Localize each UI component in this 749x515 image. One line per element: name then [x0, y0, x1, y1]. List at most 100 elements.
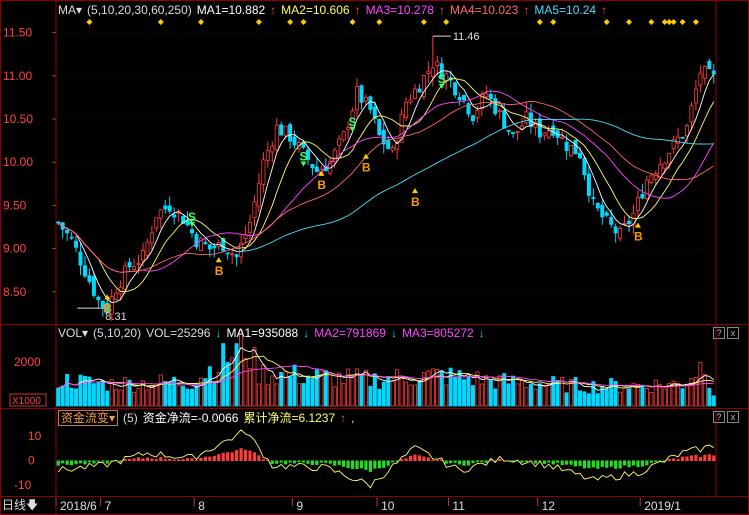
candle-body: [457, 97, 462, 101]
vol-ma1-value: MA1=935088: [226, 326, 299, 340]
candle-body: [74, 240, 79, 248]
candle-body: [91, 276, 96, 296]
volume-bar: [149, 385, 154, 407]
candle-body: [511, 132, 516, 134]
vol-help-button[interactable]: ?: [713, 327, 725, 339]
flow-bar: [301, 460, 306, 463]
vol-close-button[interactable]: x: [727, 327, 739, 339]
volume-bar: [230, 357, 235, 407]
vol-unit-box: [9, 393, 47, 407]
volume-bar: [528, 383, 533, 407]
candle-body: [693, 88, 698, 104]
candle-body: [96, 296, 101, 301]
candle-body: [671, 139, 676, 150]
flow-bar: [217, 454, 221, 461]
time-axis-label: 7: [105, 499, 112, 513]
candle-body: [265, 150, 270, 161]
period-tab-daily[interactable]: 日线🡇: [2, 498, 39, 512]
candle-body: [426, 70, 431, 75]
volume-bar: [399, 375, 404, 407]
volume-bar: [377, 388, 382, 407]
candle-body: [314, 166, 319, 172]
flow-tick-label: 10: [28, 429, 42, 443]
vol-unit-label: X1000: [12, 396, 41, 407]
candle-body: [515, 131, 520, 133]
flow-line: [57, 429, 715, 489]
signal-diamond-icon: [536, 19, 543, 25]
flow-cum-value: 累计净流=6.1237: [243, 411, 336, 425]
flow-bar: [168, 458, 172, 461]
down-arrow-icon: ↓: [215, 326, 222, 340]
candle-body: [702, 65, 707, 79]
volume-bar: [203, 378, 208, 407]
candle-body: [609, 217, 614, 225]
vol-value: VOL=25296: [146, 326, 211, 340]
volume-bar: [60, 385, 65, 407]
fund-flow-legend: 资金流变▾ (5) 资金净流=-0.0066 累计净流=6.1237 ↑ ,: [58, 410, 355, 426]
price-tick-label: 9.00: [3, 242, 27, 256]
flow-bar: [350, 460, 355, 469]
candle-body: [154, 217, 159, 229]
volume-bar: [69, 387, 74, 407]
volume-bar: [609, 378, 614, 407]
flow-bar: [315, 460, 319, 465]
signal-diamond-icon: [349, 19, 356, 25]
volume-bar: [301, 383, 306, 407]
candle-body: [225, 252, 230, 255]
price-tick-label: 11.00: [3, 69, 32, 83]
volume-bar: [631, 382, 636, 407]
volume-bar: [693, 377, 698, 407]
candle-body: [279, 124, 284, 136]
volume-bar: [323, 370, 328, 407]
flow-bar: [417, 455, 422, 461]
candle-body: [190, 229, 195, 234]
candle-body: [582, 157, 587, 176]
candle-body: [65, 229, 70, 234]
ma-indicator-dropdown[interactable]: MA▾: [58, 3, 83, 17]
time-axis-label: 12: [542, 499, 556, 513]
flow-bar: [547, 460, 551, 463]
flow-bar: [556, 460, 560, 463]
flow-bar: [141, 458, 145, 461]
flow-bar: [328, 460, 332, 464]
flow-close-button[interactable]: x: [727, 411, 739, 423]
flow-bar: [119, 460, 123, 463]
candle-body: [586, 173, 591, 196]
vol-ma3-value: MA3=805272: [401, 326, 474, 340]
candle-body: [372, 106, 377, 119]
flow-bar: [676, 459, 680, 461]
candle-body: [475, 110, 480, 118]
volume-bar: [573, 377, 578, 407]
volume-bar: [595, 393, 600, 407]
candle-body: [109, 296, 114, 315]
flow-bar: [101, 460, 105, 462]
volume-bar: [243, 357, 248, 407]
vol-indicator-dropdown[interactable]: VOL▾: [58, 326, 89, 340]
flow-help-button[interactable]: ?: [713, 411, 725, 423]
flow-bar: [208, 456, 212, 461]
volume-bar: [96, 382, 101, 407]
signal-diamond-icon: [157, 19, 164, 25]
fund-flow-dropdown[interactable]: 资金流变▾: [58, 410, 119, 426]
volume-bar: [198, 377, 203, 407]
volume-bar: [658, 384, 663, 407]
ma-line-ma2: [57, 78, 715, 293]
vol-ma2-value: MA2=791869: [314, 326, 386, 340]
flow-bar: [578, 460, 582, 467]
volume-bar: [82, 375, 87, 407]
ma-line-ma5: [236, 118, 714, 253]
buy-arrow-icon: [104, 294, 111, 300]
volume-bar: [582, 391, 587, 407]
candle-body: [412, 88, 417, 99]
candle-body: [662, 162, 667, 169]
flow-bar: [645, 460, 649, 466]
volume-bar: [167, 381, 172, 407]
candle-body: [600, 204, 605, 218]
flow-bar: [622, 460, 627, 466]
candle-body: [305, 149, 310, 160]
volume-bar: [613, 381, 618, 407]
candle-body: [127, 262, 132, 268]
candle-body: [252, 201, 257, 219]
flow-bar: [542, 460, 546, 465]
